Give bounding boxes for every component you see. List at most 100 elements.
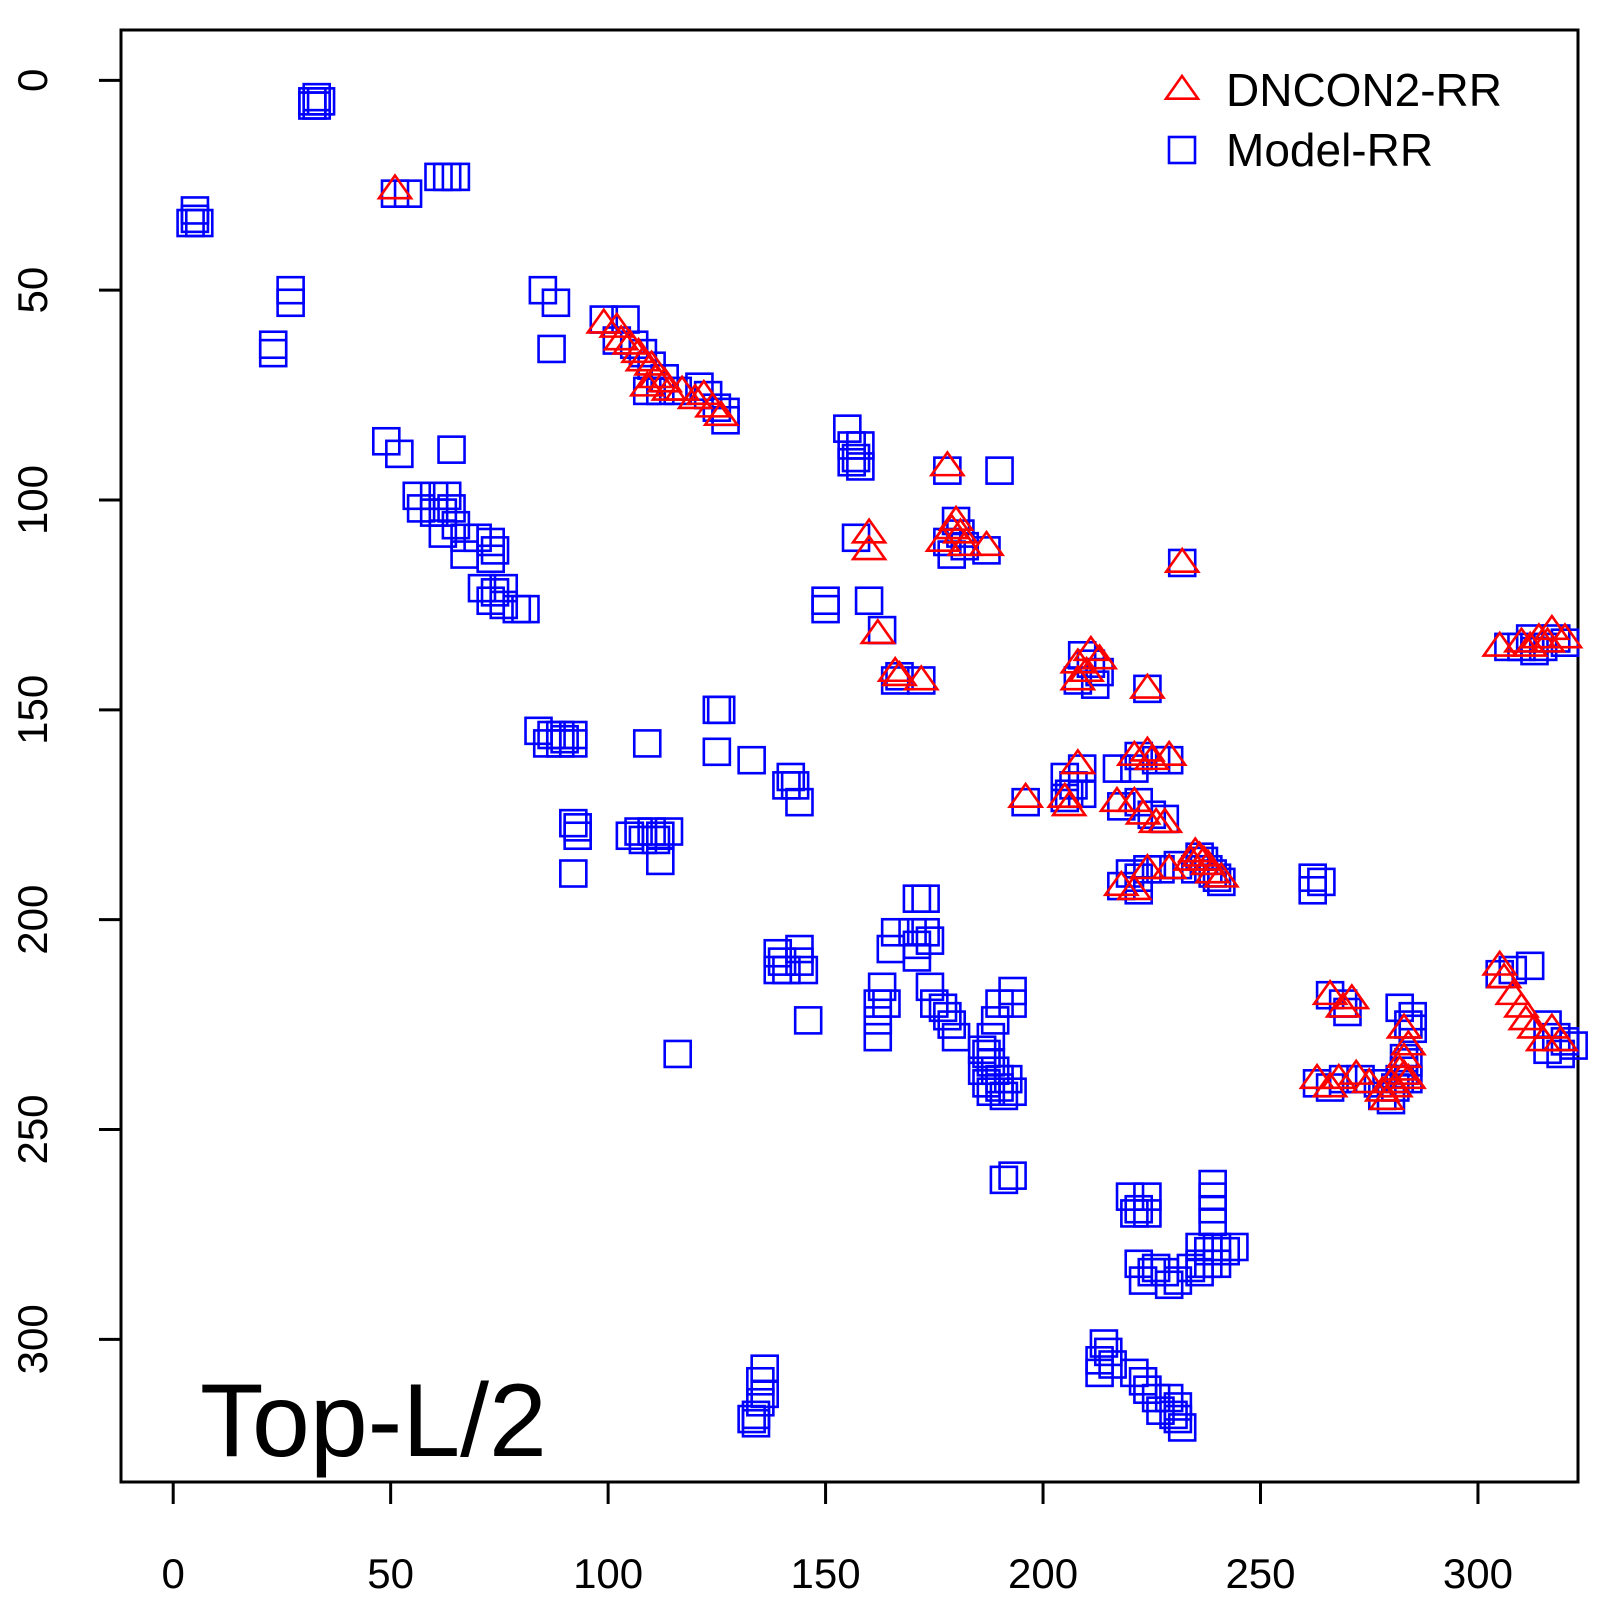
triangle-point [598, 311, 636, 338]
square-point [867, 972, 897, 1002]
triangle-point [941, 517, 979, 544]
square-point [276, 288, 305, 318]
square-point [863, 989, 893, 1018]
triangle-point [633, 349, 671, 376]
square-point [1202, 1249, 1232, 1279]
y-axis: 0 50 100 150 200 250 300 [9, 69, 123, 1374]
triangle-point [376, 173, 414, 200]
square-point [737, 745, 766, 775]
triangle-point [1481, 630, 1519, 657]
square-point [632, 729, 662, 758]
legend-item: Model-RR [1167, 124, 1433, 176]
y-tick-label: 200 [9, 885, 56, 955]
y-tick-label: 100 [9, 465, 56, 535]
triangle-point [1546, 622, 1584, 649]
triangle-point [602, 324, 640, 351]
square-point [841, 443, 871, 473]
triangle-point [1007, 781, 1045, 808]
x-tick-label: 300 [1443, 1550, 1513, 1597]
triangle-point [624, 345, 662, 372]
series-dncon2-rr [376, 173, 1584, 1111]
square-point [998, 1077, 1027, 1107]
square-point [537, 334, 566, 364]
square-point [763, 938, 793, 968]
square-point [641, 825, 671, 855]
square-point [854, 586, 884, 616]
data-marks [176, 82, 1588, 1442]
square-point [476, 527, 505, 557]
x-axis: 0 50 100 150 200 250 300 [162, 1480, 1513, 1597]
x-tick-label: 200 [1008, 1550, 1078, 1597]
triangle-point [1389, 1029, 1427, 1056]
square-point [741, 1408, 771, 1438]
square-point [980, 1006, 1010, 1035]
square-point [302, 91, 332, 120]
square-point [306, 87, 336, 116]
square-point [1167, 1413, 1197, 1442]
triangle-point [1128, 853, 1166, 880]
triangle-point [1311, 978, 1349, 1006]
square-point [511, 594, 540, 624]
triangle-point [1481, 949, 1519, 976]
triangle-point [1081, 643, 1119, 670]
triangle-point [946, 529, 984, 557]
square-point [1220, 1232, 1249, 1262]
triangle-point [850, 517, 888, 544]
square-point [911, 884, 940, 913]
square-point [441, 162, 471, 192]
square-point [863, 1006, 893, 1035]
square-point [737, 1404, 766, 1434]
legend-square-icon [1167, 135, 1197, 165]
square-point [1163, 1404, 1193, 1434]
square-point [998, 1161, 1027, 1190]
triangle-point [937, 504, 975, 531]
square-point [432, 162, 462, 192]
square-point [811, 594, 840, 624]
triangle-point [1324, 991, 1362, 1018]
triangle-point [1124, 798, 1162, 825]
triangle-point [902, 664, 940, 691]
annotation-label: Top-L/2 [200, 1363, 547, 1479]
plot-frame [119, 28, 1580, 1484]
square-point [1154, 1270, 1184, 1300]
square-point [428, 519, 458, 548]
x-tick-label: 50 [367, 1550, 414, 1597]
legend-label: DNCON2-RR [1226, 64, 1502, 116]
triangle-point [1350, 1067, 1388, 1094]
square-point [1011, 787, 1040, 817]
triangle-point [1202, 861, 1240, 888]
y-tick-label: 300 [9, 1304, 56, 1374]
square-point [1515, 951, 1545, 981]
square-point [976, 1077, 1006, 1107]
square-point [1398, 1014, 1428, 1044]
triangle-point [1333, 983, 1371, 1010]
triangle-point [702, 399, 740, 427]
square-point [176, 208, 205, 238]
square-point [559, 859, 588, 888]
square-point [785, 787, 814, 817]
square-point [437, 435, 466, 464]
triangle-point [1502, 991, 1540, 1018]
square-point [928, 993, 958, 1023]
legend-label: Model-RR [1226, 124, 1433, 176]
triangle-point [1337, 1058, 1375, 1085]
square-point [789, 955, 819, 985]
square-point [1163, 1266, 1193, 1295]
square-point [637, 817, 666, 846]
triangle-point [1298, 1062, 1336, 1090]
square-point [563, 821, 592, 851]
y-tick-label: 50 [9, 267, 56, 314]
square-point [902, 943, 932, 972]
square-point [1146, 855, 1175, 884]
square-point [785, 934, 814, 964]
square-point [1050, 762, 1080, 792]
square-point [258, 338, 288, 368]
square-point [902, 884, 932, 913]
y-tick-label: 0 [9, 69, 56, 92]
square-point [663, 1039, 693, 1069]
triangle-point [924, 525, 962, 552]
square-point [985, 456, 1014, 485]
square-point [393, 179, 423, 208]
triangle-point [1533, 613, 1571, 641]
square-point [702, 737, 732, 767]
